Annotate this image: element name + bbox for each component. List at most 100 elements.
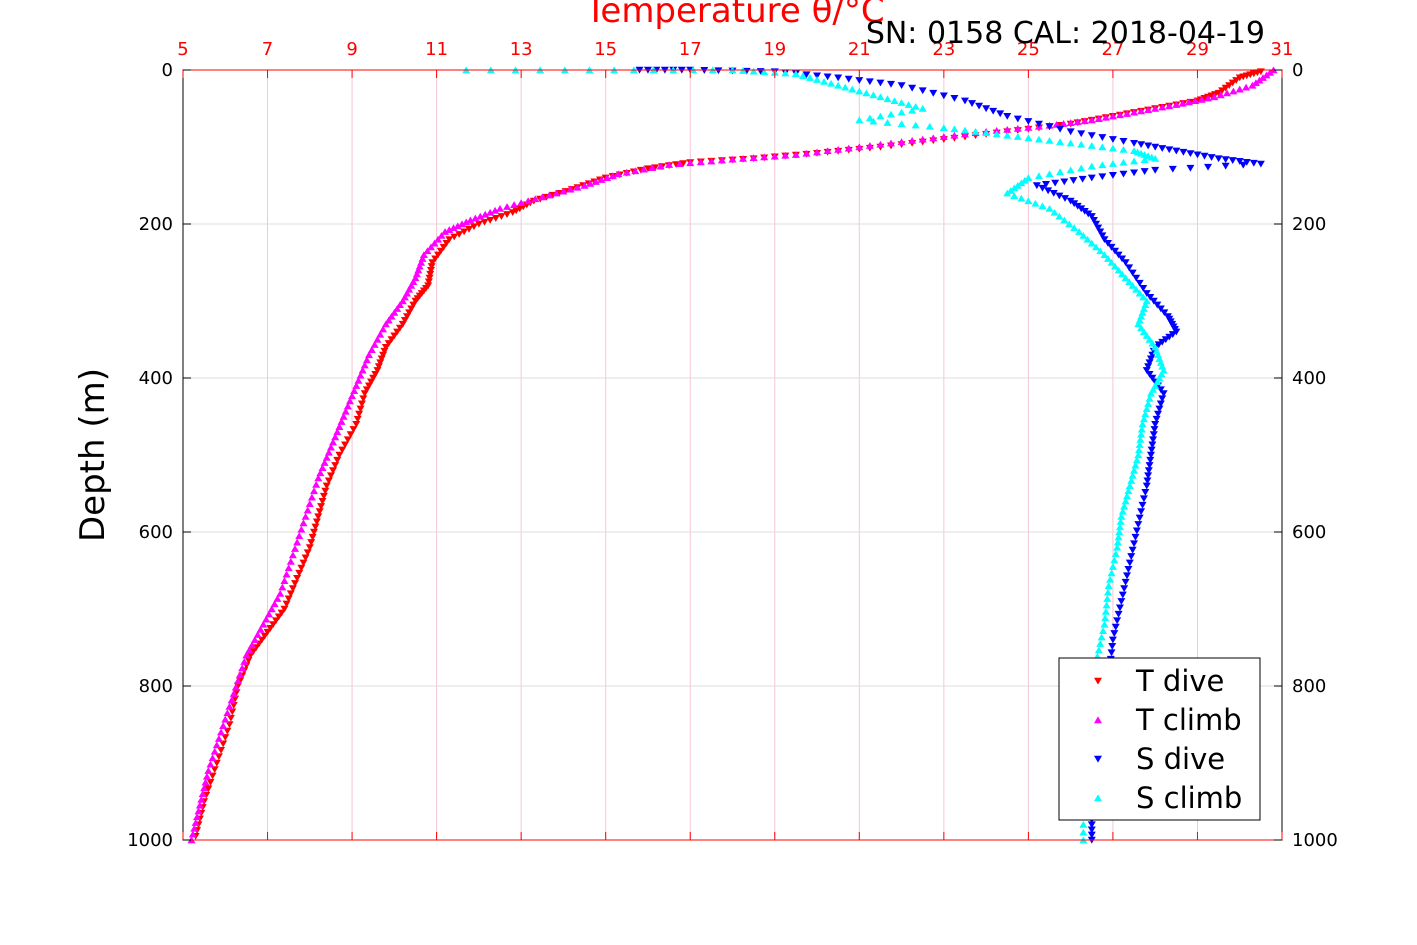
- data-point: [219, 740, 228, 748]
- data-point: [1098, 161, 1107, 169]
- data-point: [310, 487, 319, 495]
- data-point: [1262, 71, 1271, 79]
- data-point: [1118, 507, 1127, 515]
- data-point: [1235, 85, 1244, 93]
- data-point: [996, 110, 1005, 118]
- chart-title: Temperature θ/°C: [584, 0, 884, 31]
- data-point: [411, 297, 420, 305]
- data-point: [244, 657, 253, 664]
- data-point: [271, 617, 280, 625]
- data-point: [1165, 102, 1174, 110]
- data-point: [1128, 546, 1137, 554]
- data-point: [248, 641, 257, 649]
- data-point: [897, 108, 906, 116]
- data-point: [236, 670, 245, 678]
- data-point: [1118, 255, 1127, 263]
- data-point: [1135, 289, 1144, 297]
- legend-box: [1058, 657, 1261, 821]
- data-point: [333, 428, 342, 436]
- data-point: [326, 472, 335, 480]
- data-point: [301, 554, 310, 562]
- data-point: [508, 209, 517, 217]
- data-point: [1142, 405, 1151, 412]
- data-point: [449, 224, 458, 232]
- data-point: [1080, 117, 1089, 125]
- data-point: [798, 72, 807, 79]
- data-point: [223, 727, 232, 735]
- data-point: [253, 631, 262, 638]
- data-point: [1077, 140, 1086, 148]
- data-point: [312, 480, 321, 488]
- data-point: [1056, 138, 1065, 146]
- data-point: [1103, 255, 1112, 262]
- x-tick-label: 23: [932, 39, 955, 60]
- data-point: [356, 405, 365, 413]
- data-point: [1144, 467, 1153, 474]
- data-point: [1200, 152, 1209, 160]
- data-point: [1106, 575, 1115, 583]
- data-point: [321, 487, 330, 495]
- data-point: [1172, 147, 1181, 155]
- data-point: [348, 392, 357, 400]
- data-point: [728, 155, 737, 163]
- data-point: [580, 181, 589, 189]
- data-point: [1003, 131, 1012, 139]
- data-point: [908, 84, 917, 92]
- data-point: [1061, 195, 1070, 202]
- data-point: [749, 67, 758, 75]
- data-point: [343, 436, 352, 444]
- data-point: [781, 151, 790, 159]
- data-point: [1148, 374, 1157, 382]
- data-point: [367, 378, 376, 386]
- data-point: [426, 270, 435, 278]
- data-point: [295, 569, 304, 577]
- data-point: [950, 95, 959, 102]
- data-point: [242, 651, 251, 659]
- data-point: [360, 361, 369, 369]
- x-tick-label: 29: [1186, 39, 1209, 60]
- data-point: [286, 557, 295, 565]
- data-point: [362, 386, 371, 394]
- data-point: [318, 498, 327, 505]
- data-point: [208, 772, 217, 780]
- data-point: [1142, 367, 1151, 374]
- data-point: [1137, 324, 1146, 332]
- y-tick-label-left: 800: [139, 676, 173, 697]
- data-point: [503, 203, 512, 210]
- data-point: [1010, 184, 1019, 192]
- data-point: [195, 801, 204, 809]
- data-point: [359, 395, 368, 403]
- data-point: [760, 68, 769, 76]
- data-point: [1139, 495, 1148, 503]
- data-point: [865, 78, 874, 86]
- data-point: [256, 625, 265, 633]
- data-point: [1139, 328, 1148, 335]
- data-point: [450, 233, 459, 241]
- data-point: [274, 613, 283, 621]
- data-point: [326, 443, 335, 451]
- data-point: [246, 652, 255, 659]
- data-point: [1204, 94, 1213, 102]
- data-point: [887, 80, 896, 88]
- data-point: [319, 492, 328, 500]
- data-point: [322, 482, 331, 490]
- data-point: [1108, 563, 1117, 570]
- data-point: [1239, 161, 1248, 169]
- data-point: [188, 830, 197, 838]
- data-point: [834, 145, 843, 153]
- data-point: [1108, 636, 1117, 644]
- data-point: [950, 125, 959, 133]
- data-point: [1031, 199, 1040, 207]
- data-point: [1144, 363, 1153, 371]
- data-point: [679, 160, 688, 168]
- data-point: [245, 646, 254, 654]
- data-point: [1137, 430, 1146, 438]
- data-point: [1079, 828, 1088, 836]
- data-point: [1135, 441, 1144, 448]
- data-point: [1145, 359, 1154, 367]
- data-point: [890, 97, 899, 104]
- data-point: [1136, 436, 1145, 443]
- data-point: [278, 583, 287, 591]
- data-point: [206, 779, 215, 786]
- x-tick-label: 9: [346, 39, 357, 60]
